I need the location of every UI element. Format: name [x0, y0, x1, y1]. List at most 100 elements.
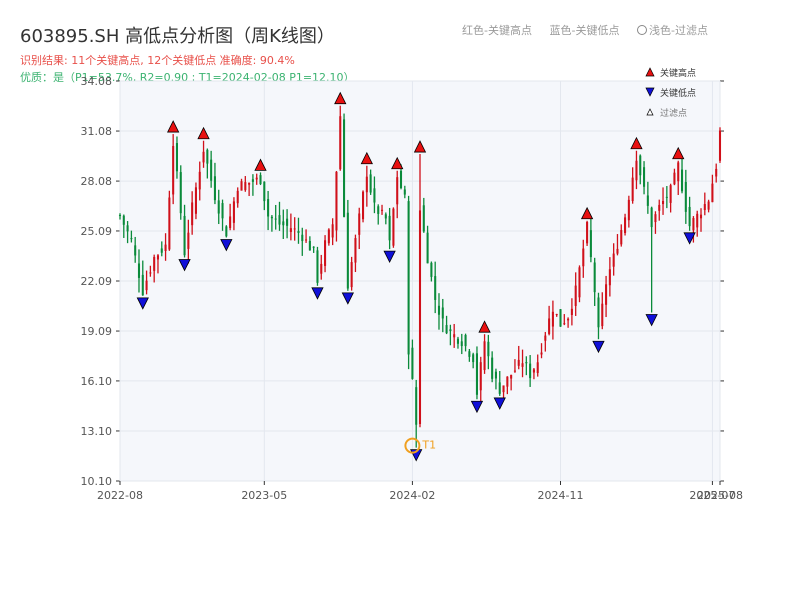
candle-body	[536, 362, 539, 374]
candle-body	[449, 329, 452, 332]
candle-body	[202, 151, 205, 163]
candle-body	[559, 309, 562, 327]
candle-body	[399, 170, 403, 189]
y-tick-label: 16.10	[81, 375, 113, 388]
key-high-marker	[197, 126, 210, 140]
candle-body	[331, 224, 334, 238]
candle-body	[282, 221, 285, 226]
candle-body	[665, 196, 668, 198]
candle-body	[464, 334, 467, 347]
legend-red-text: 红色-关键高点	[462, 24, 532, 37]
key-low-marker	[220, 239, 233, 252]
candle-body	[680, 169, 684, 192]
candle-body	[707, 201, 710, 210]
candle-body	[422, 205, 425, 232]
candle-body	[286, 218, 289, 226]
candle-body	[293, 228, 296, 230]
candle-body	[149, 272, 152, 274]
key-low-marker	[341, 292, 354, 305]
candle-body	[392, 208, 395, 246]
candle-body	[502, 385, 505, 393]
key-high-marker	[672, 146, 685, 160]
candle-body	[418, 210, 422, 424]
candle-body	[179, 172, 182, 214]
candle-body	[540, 352, 543, 355]
candle-body	[475, 353, 478, 395]
candle-body	[156, 255, 160, 260]
candle-body	[570, 308, 573, 316]
candle-body	[578, 267, 581, 298]
candle-body	[586, 221, 589, 244]
candle-body	[453, 334, 456, 338]
candle-body	[434, 276, 437, 300]
candle-body	[335, 171, 338, 231]
candle-body	[183, 215, 186, 256]
circle-icon	[636, 25, 647, 35]
candle-body	[350, 262, 353, 288]
legend-light-text: 浅色-过滤点	[648, 24, 708, 37]
candle-body	[118, 214, 122, 216]
candle-body	[153, 256, 156, 271]
y-tick-label: 22.09	[81, 275, 113, 288]
key-high-marker	[478, 320, 491, 333]
legend-blue-text: 蓝色-关键低点	[549, 24, 620, 37]
candle-body	[221, 203, 224, 219]
candle-body	[255, 177, 258, 180]
key-low-marker	[470, 400, 484, 414]
candle-body	[312, 246, 315, 248]
key-low-marker	[493, 397, 506, 410]
candle-body	[210, 159, 213, 181]
candle-body	[513, 370, 516, 372]
key-high-marker	[167, 120, 180, 133]
candle-body	[217, 200, 220, 214]
y-tick-label: 31.08	[81, 125, 113, 138]
candle-body	[297, 230, 300, 233]
candle-body	[122, 215, 125, 225]
candle-body	[191, 202, 194, 226]
candle-body	[145, 280, 148, 291]
candle-body	[324, 240, 327, 266]
candle-body	[407, 201, 410, 355]
candle-body	[624, 217, 627, 234]
candle-body	[232, 201, 235, 223]
candle-body	[270, 216, 273, 219]
candle-body	[574, 285, 577, 306]
candle-body	[703, 204, 706, 211]
candle-body	[168, 197, 171, 250]
candle-body	[612, 253, 615, 267]
candle-body	[301, 234, 304, 242]
candle-body	[267, 199, 270, 217]
candle-body	[240, 181, 243, 191]
candle-body	[206, 149, 209, 164]
key-high-marker	[334, 91, 347, 105]
candle-body	[677, 162, 680, 182]
key-high-marker	[360, 151, 373, 165]
candle-body	[187, 232, 190, 249]
candle-body	[635, 160, 638, 181]
candle-body	[274, 218, 277, 220]
t1-label: T1	[421, 439, 436, 452]
candle-body	[715, 168, 718, 177]
candle-body	[483, 341, 486, 371]
x-tick-label: 2025-08	[697, 489, 743, 502]
candle-body	[198, 171, 201, 190]
candle-body	[487, 341, 490, 357]
candle-body	[259, 175, 262, 185]
top-legend: 红色-关键高点 蓝色-关键低点 浅色-过滤点	[462, 22, 722, 38]
candle-body	[343, 119, 346, 217]
candle-body	[339, 116, 342, 170]
candle-body	[396, 177, 399, 205]
candle-body	[456, 338, 460, 344]
candle-body	[616, 248, 619, 254]
candle-body	[639, 155, 642, 176]
y-tick-label: 25.09	[81, 225, 113, 238]
candle-body	[510, 374, 513, 379]
candle-body	[141, 274, 144, 296]
candle-body	[308, 240, 311, 251]
candle-body	[589, 230, 592, 258]
x-tick-label: 2025-07	[689, 489, 735, 502]
candle-body	[620, 230, 623, 245]
legend-high-icon	[645, 67, 655, 77]
candle-body	[354, 238, 357, 263]
candle-body	[468, 351, 471, 357]
